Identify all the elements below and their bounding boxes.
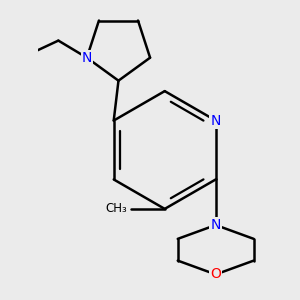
Text: N: N <box>211 114 221 128</box>
Text: N: N <box>211 218 221 232</box>
Text: CH₃: CH₃ <box>105 202 127 215</box>
Text: N: N <box>82 51 92 65</box>
Text: O: O <box>210 267 221 281</box>
